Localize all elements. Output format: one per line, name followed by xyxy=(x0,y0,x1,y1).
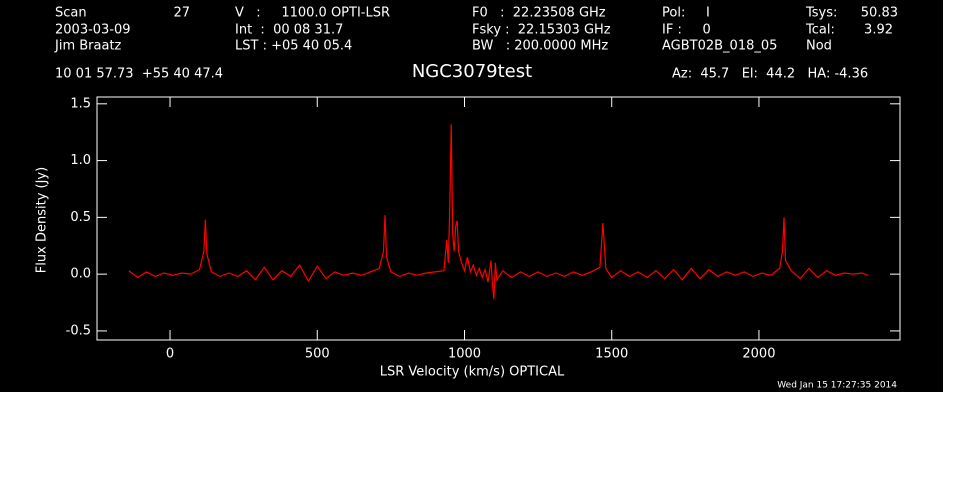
x-tick-label: 500 xyxy=(305,347,330,362)
header-text: Jim Braatz xyxy=(54,39,122,54)
x-tick-label: 0 xyxy=(166,347,174,362)
x-tick-label: 1500 xyxy=(595,347,628,362)
y-tick-label: 1.0 xyxy=(70,153,91,168)
header-text: Tsys: xyxy=(805,6,837,21)
spectrum-line xyxy=(128,124,869,300)
header-text: Az: 45.7 El: 44.2 HA: -4.36 xyxy=(672,67,868,82)
y-tick-label: 0.5 xyxy=(70,210,91,225)
y-tick-label: 1.5 xyxy=(70,96,91,111)
y-tick-label: 0.0 xyxy=(70,267,91,282)
header-text: Int : 00 08 31.7 xyxy=(235,23,343,38)
x-axis-label: LSR Velocity (km/s) OPTICAL xyxy=(380,365,565,380)
header-text: Scan xyxy=(55,6,87,21)
chart-title: NGC3079test xyxy=(412,61,532,82)
header-text: Tcal: xyxy=(805,23,835,38)
header-text: 3.92 xyxy=(864,23,893,38)
y-tick-label: -0.5 xyxy=(66,323,91,338)
timestamp: Wed Jan 15 17:27:35 2014 xyxy=(777,381,897,391)
header-text: Nod xyxy=(806,39,832,54)
plot-frame xyxy=(96,96,901,341)
header-text: BW : 200.0000 MHz xyxy=(472,39,608,54)
header-text: LST : +05 40 05.4 xyxy=(235,39,352,54)
header-text: 50.83 xyxy=(861,6,898,21)
header-text: 27 xyxy=(173,6,190,21)
y-axis-label: Flux Density (Jy) xyxy=(35,167,50,273)
header-text: AGBT02B_018_05 xyxy=(662,39,777,54)
x-tick-label: 1000 xyxy=(448,347,481,362)
plot-background xyxy=(0,0,943,392)
header-text: V : 1100.0 OPTI-LSR xyxy=(235,6,390,21)
header-text: Pol: I xyxy=(662,6,710,21)
header-text: 2003-03-09 xyxy=(55,23,131,38)
header-text: Fsky : 22.15303 GHz xyxy=(472,23,611,38)
header-text: F0 : 22.23508 GHz xyxy=(472,6,606,21)
header-text: IF : 0 xyxy=(662,23,711,38)
header-text: 10 01 57.73 +55 40 47.4 xyxy=(55,67,223,82)
x-tick-label: 2000 xyxy=(742,347,775,362)
